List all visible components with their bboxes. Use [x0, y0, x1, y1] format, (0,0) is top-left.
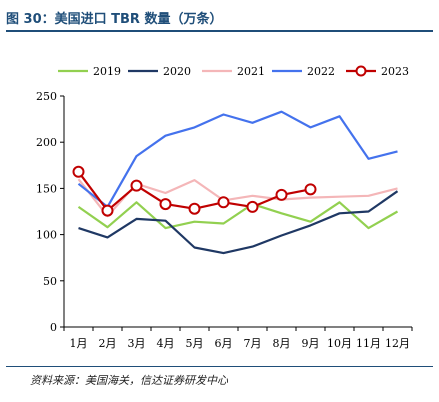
title-bar: 图 30：美国进口 TBR 数量（万条）	[6, 4, 433, 32]
data-point-2023	[217, 196, 230, 209]
data-point-2023	[159, 198, 172, 211]
data-point-2023	[130, 179, 143, 192]
y-tick-label: 0	[50, 321, 57, 334]
x-tick-label: 9月	[302, 337, 320, 350]
legend-label: 2022	[307, 65, 335, 78]
x-tick-label: 10月	[327, 337, 352, 350]
x-tick-label: 1月	[70, 337, 88, 350]
data-point-2023	[72, 165, 85, 178]
series-line-2019	[77, 201, 399, 230]
y-tick-label: 100	[36, 229, 57, 242]
legend-label: 2019	[93, 65, 121, 78]
legend-label: 2020	[163, 65, 191, 78]
x-tick-label: 11月	[356, 337, 381, 350]
data-point-2023	[275, 188, 288, 201]
series-line-2020	[78, 190, 399, 255]
x-tick-label: 4月	[157, 337, 175, 350]
chart-series	[72, 110, 399, 255]
data-point-2023	[188, 202, 201, 215]
y-tick-label: 150	[36, 182, 57, 195]
x-tick-label: 6月	[215, 337, 233, 350]
x-tick-label: 2月	[99, 337, 117, 350]
source-note: 资料来源：美国海关，信达证券研发中心	[30, 374, 228, 387]
x-tick-label: 3月	[128, 337, 146, 350]
chart-axes: 0 50 100 150 200 250 1月 2月 3月 4月 5月 6月 7月 8月 9月 10月 11月 1…	[36, 90, 413, 350]
data-point-2023	[304, 183, 317, 196]
x-tick-label: 12月	[385, 337, 410, 350]
legend-label: 2021	[237, 65, 265, 78]
legend-label: 2023	[381, 65, 409, 78]
chart-title: 图 30：美国进口 TBR 数量（万条）	[6, 12, 223, 27]
y-tick-label: 250	[36, 90, 57, 103]
source-divider	[6, 366, 433, 367]
y-tick-label: 200	[36, 136, 57, 149]
x-tick-label: 8月	[273, 337, 291, 350]
x-tick-label: 5月	[186, 337, 204, 350]
legend-marker	[355, 65, 367, 77]
x-tick-label: 7月	[244, 337, 262, 350]
data-point-2023	[246, 200, 259, 213]
y-tick-label: 50	[43, 275, 57, 288]
chart-legend: 2019 2020 2021 2022 2023	[58, 65, 409, 78]
data-point-2023	[101, 204, 114, 217]
series-line-2022	[77, 110, 398, 208]
